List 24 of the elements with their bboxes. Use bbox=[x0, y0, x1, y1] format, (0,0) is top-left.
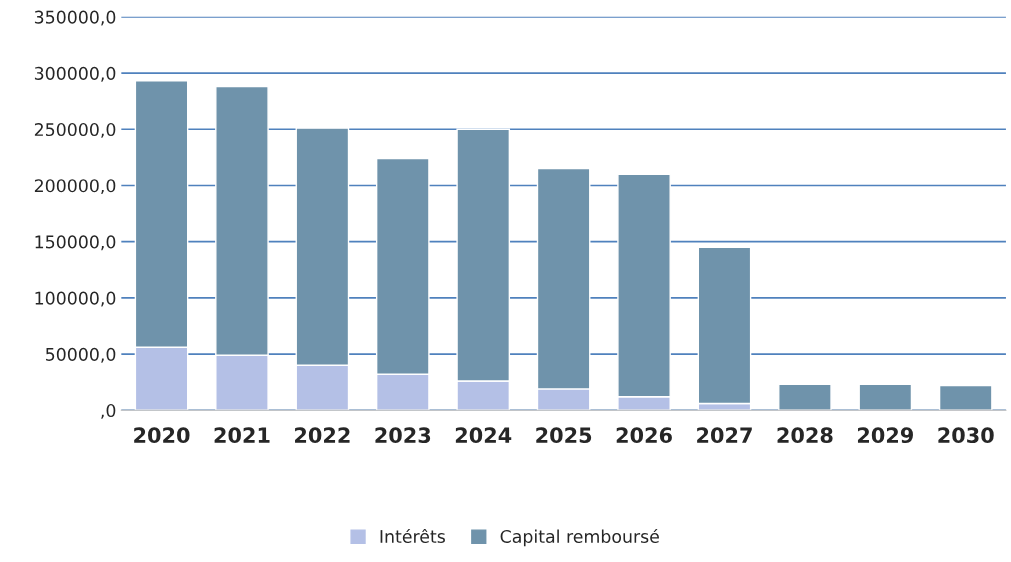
x-tick-label: 2027 bbox=[697, 427, 752, 444]
x-tick-label: 2025 bbox=[536, 427, 592, 444]
legend-label: Intérêts bbox=[380, 528, 445, 544]
x-tick-label: 2021 bbox=[214, 427, 270, 444]
y-tick-label: 350000,0 bbox=[34, 10, 116, 26]
x-tick-label: 2022 bbox=[295, 427, 350, 444]
bar bbox=[778, 383, 832, 411]
x-tick-label: 2020 bbox=[134, 427, 190, 444]
x-tick-label: 2026 bbox=[616, 427, 672, 444]
bar bbox=[858, 383, 913, 411]
y-tick-label: 150000,0 bbox=[35, 235, 116, 251]
x-tick-label: 2023 bbox=[375, 427, 431, 444]
bar bbox=[938, 384, 993, 411]
x-tick-label: 2029 bbox=[857, 427, 913, 444]
y-tick-label: 300000,0 bbox=[34, 66, 116, 82]
x-tick-label: 2028 bbox=[777, 427, 833, 444]
legend-label: Capital remboursé bbox=[500, 528, 659, 547]
x-tick-label: 2030 bbox=[938, 427, 994, 444]
y-tick-label: ,0 bbox=[101, 403, 116, 419]
y-tick-label: 50000,0 bbox=[46, 347, 116, 363]
y-tick-label: 200000,0 bbox=[34, 179, 116, 195]
y-tick-label: 250000,0 bbox=[34, 122, 116, 138]
y-tick-label: 100000,0 bbox=[35, 291, 116, 307]
x-tick-label: 2024 bbox=[455, 427, 512, 444]
